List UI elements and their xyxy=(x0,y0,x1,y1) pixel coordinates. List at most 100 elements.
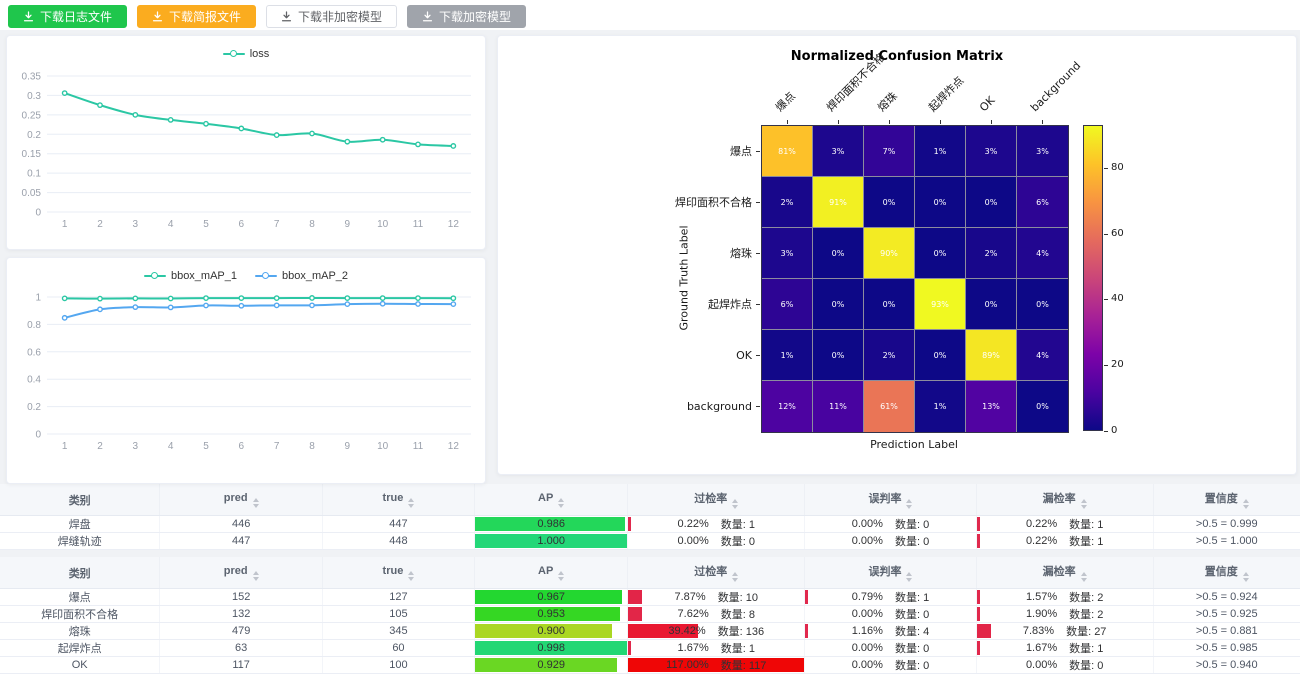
column-header-误判率[interactable]: 误判率 xyxy=(804,557,977,589)
sort-caret-icon[interactable] xyxy=(558,497,565,508)
cell-ap: 0.953 xyxy=(474,605,629,623)
table-row: 熔珠 479 345 0.900 39.42% 数量: 136 1.16% 数量: 4 7.83… xyxy=(0,622,1300,640)
y-axis-tick-label: 0 xyxy=(35,430,41,441)
rate-text: 0.00% 数量: 0 xyxy=(977,657,1152,673)
cell-pred: 63 xyxy=(159,639,323,657)
rate-count: 数量: 1 xyxy=(1069,536,1104,548)
column-header-true[interactable]: true xyxy=(322,557,475,589)
column-header-过检率[interactable]: 过检率 xyxy=(627,557,806,589)
column-header-误判率[interactable]: 误判率 xyxy=(804,484,977,516)
sort-caret-icon[interactable] xyxy=(732,572,739,582)
table-row: 焊盘 446 447 0.986 0.22% 数量: 1 0.00% 数量: 0 0.22% 数量… xyxy=(0,515,1300,533)
sort-caret-icon[interactable] xyxy=(558,570,565,581)
column-header-置信度[interactable]: 置信度 xyxy=(1153,557,1300,589)
confusion-matrix-xlabel: Prediction Label xyxy=(870,438,958,451)
rate-text: 117.00% 数量: 117 xyxy=(628,657,803,673)
ap-bar xyxy=(474,590,623,604)
cell-true: 60 xyxy=(322,639,475,657)
download-log-button[interactable]: 下载日志文件 xyxy=(8,5,128,28)
column-header-label: AP xyxy=(538,491,554,504)
cell-ap: 0.986 xyxy=(474,515,629,533)
sort-caret-icon[interactable] xyxy=(408,497,415,508)
confusion-matrix-title: Normalized Confusion Matrix xyxy=(790,49,1004,64)
rate-text: 7.87% 数量: 10 xyxy=(628,589,803,605)
column-header-过检率[interactable]: 过检率 xyxy=(627,484,806,516)
column-header-漏检率[interactable]: 漏检率 xyxy=(976,557,1154,589)
colorbar-tick-label: 20 xyxy=(1111,359,1124,371)
table-row: 爆点 152 127 0.967 7.87% 数量: 10 0.79% 数量: 1 1.57% 数… xyxy=(0,588,1300,606)
matrix-cell-r3c0: 6% xyxy=(762,279,813,330)
map-chart: 00.20.40.60.811 2 3 4 5 6 7 8 9 10 11 12 xyxy=(27,293,471,452)
rate-percent: 0.22% xyxy=(677,518,709,530)
column-header-label: 置信度 xyxy=(1204,493,1238,505)
matrix-cell-r3c1: 0% xyxy=(813,279,864,330)
sort-caret-icon[interactable] xyxy=(906,499,913,509)
sort-caret-icon[interactable] xyxy=(1242,499,1249,509)
matrix-cell-r5c2: 61% xyxy=(864,381,915,432)
sort-caret-icon[interactable] xyxy=(408,570,415,581)
legend-item-bbox_mAP_2[interactable]: bbox_mAP_2 xyxy=(255,270,348,282)
loss-point xyxy=(61,90,68,96)
column-header-pred[interactable]: pred xyxy=(159,557,323,589)
rate-count: 数量: 1 xyxy=(1069,519,1104,531)
legend-item-loss[interactable]: loss xyxy=(222,48,269,60)
x-axis-tick-label: 8 xyxy=(309,441,315,452)
cell-true: 447 xyxy=(322,515,475,533)
bbox_mAP_1-point xyxy=(167,295,174,302)
column-header-类别: 类别 xyxy=(0,557,161,589)
x-axis-tick-label: 1 xyxy=(62,219,68,230)
column-header-AP[interactable]: AP xyxy=(474,484,629,516)
table-row: 起焊炸点 63 60 0.998 1.67% 数量: 1 0.00% 数量: 0 1.67% 数量… xyxy=(0,639,1300,657)
bbox_mAP_2-point xyxy=(61,314,68,321)
matrix-cell-r4c5: 4% xyxy=(1017,330,1068,381)
colorbar-tick xyxy=(1104,365,1108,367)
rate-percent: 0.79% xyxy=(851,591,883,603)
rate-count: 数量: 2 xyxy=(1069,609,1104,621)
column-header-类别: 类别 xyxy=(0,484,161,516)
download-brief-button[interactable]: 下载简报文件 xyxy=(137,5,257,28)
y-axis-tick-label: 1 xyxy=(35,293,41,304)
sort-caret-icon[interactable] xyxy=(252,497,259,508)
column-header-漏检率[interactable]: 漏检率 xyxy=(976,484,1154,516)
matrix-cell-r2c0: 3% xyxy=(762,228,813,279)
download-plain-model-button[interactable]: 下载非加密模型 xyxy=(266,5,398,28)
rate-text: 0.22% 数量: 1 xyxy=(628,516,803,532)
column-header-pred[interactable]: pred xyxy=(159,484,323,516)
sort-caret-icon[interactable] xyxy=(732,499,739,509)
cell-miss-rate: 1.67% 数量: 1 xyxy=(976,639,1154,657)
x-axis-tick-label: 5 xyxy=(203,219,209,230)
rate-bar xyxy=(976,534,980,548)
matrix-cell-r5c4: 13% xyxy=(966,381,1017,432)
sort-caret-icon[interactable] xyxy=(252,570,259,581)
sort-caret-icon[interactable] xyxy=(1242,572,1249,582)
ap-value: 0.929 xyxy=(537,659,565,671)
column-header-置信度[interactable]: 置信度 xyxy=(1153,484,1300,516)
cell-true: 105 xyxy=(322,605,475,623)
loss-point xyxy=(132,111,139,118)
rate-count: 数量: 1 xyxy=(720,643,755,655)
sort-caret-icon[interactable] xyxy=(1080,572,1087,582)
legend-item-bbox_mAP_1[interactable]: bbox_mAP_1 xyxy=(143,270,237,282)
loss-chart: 00.050.10.150.20.250.30.351 2 3 4 5 6 7 8 9 10 11 1… xyxy=(22,72,471,230)
download-icon xyxy=(422,11,433,22)
matrix-cell-r2c2: 90% xyxy=(864,228,915,279)
download-encrypted-model-button[interactable]: 下载加密模型 xyxy=(407,5,527,28)
x-axis-tick-label: 6 xyxy=(239,219,245,230)
download-brief-label: 下载简报文件 xyxy=(169,9,242,24)
rate-count: 数量: 0 xyxy=(894,660,930,672)
rate-bar xyxy=(628,607,642,621)
axis-tick xyxy=(756,150,760,152)
column-header-true[interactable]: true xyxy=(322,484,475,516)
rate-count: 数量: 0 xyxy=(894,643,930,655)
sort-caret-icon[interactable] xyxy=(1080,499,1087,509)
cell-confidence: >0.5 = 0.925 xyxy=(1153,605,1300,623)
sort-caret-icon[interactable] xyxy=(906,572,913,582)
cell-ap: 0.967 xyxy=(474,588,629,606)
rate-bar xyxy=(628,517,632,531)
summary-metrics-table: 类别 pred true AP 过检率 误判率 漏检率 置信度 焊盘 446 447 0.986 0.2… xyxy=(0,484,1300,550)
rate-text: 0.00% 数量: 0 xyxy=(805,640,975,656)
x-axis-tick-label: 9 xyxy=(345,219,351,230)
column-header-AP[interactable]: AP xyxy=(474,557,629,589)
bbox_mAP_2-point xyxy=(97,306,103,313)
cell-ap: 0.998 xyxy=(474,639,629,657)
